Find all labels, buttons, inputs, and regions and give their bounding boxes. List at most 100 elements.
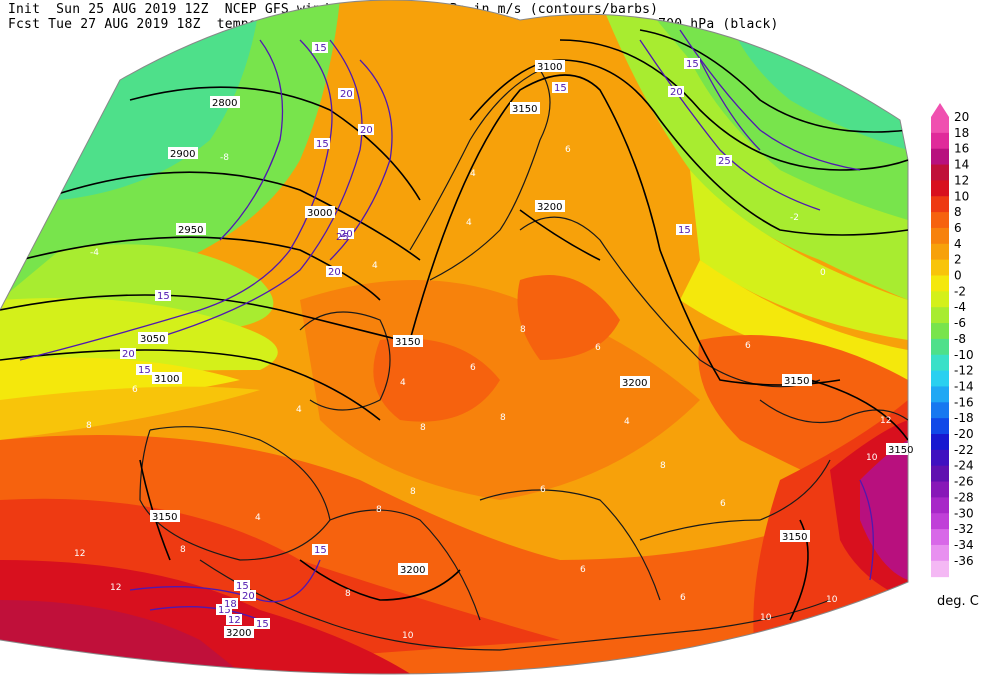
svg-text:25: 25 [336, 232, 349, 243]
colorbar-swatch [931, 481, 949, 498]
colorbar-level-label: 12 [954, 173, 969, 187]
svg-text:15: 15 [678, 225, 691, 236]
temp-label: 8 [86, 421, 92, 431]
wind-label: 15 [314, 138, 330, 150]
svg-text:12: 12 [228, 615, 241, 626]
colorbar-level-label: 10 [954, 189, 969, 203]
temp-label: 4 [470, 169, 476, 179]
svg-text:3050: 3050 [140, 334, 165, 345]
svg-text:15: 15 [138, 365, 151, 376]
svg-text:3150: 3150 [888, 445, 913, 456]
wind-label: 18 [222, 598, 238, 610]
temp-label: 4 [624, 417, 630, 427]
colorbar-level-label: -20 [954, 427, 974, 441]
height-label: 3150 [780, 530, 810, 543]
temp-label: 6 [470, 363, 476, 373]
colorbar-swatch [931, 117, 949, 134]
temp-label: 6 [132, 385, 138, 395]
height-label: 2900 [168, 147, 198, 160]
wind-label: 15 [155, 290, 171, 302]
colorbar-level-label: 14 [954, 158, 969, 172]
temp-label: 4 [400, 378, 406, 388]
svg-text:25: 25 [718, 156, 731, 167]
map-frame [0, 0, 909, 675]
temp-label: 8 [660, 461, 666, 471]
svg-text:15: 15 [218, 605, 231, 616]
temp-label: -8 [220, 153, 229, 163]
wind-label: 20 [668, 86, 684, 98]
svg-text:15: 15 [686, 59, 699, 70]
colorbar-swatch [931, 529, 949, 546]
height-label: 3200 [535, 200, 565, 213]
svg-text:2900: 2900 [170, 149, 195, 160]
svg-text:2800: 2800 [212, 98, 237, 109]
height-label: 3150 [886, 443, 913, 456]
svg-text:15: 15 [256, 619, 269, 630]
temp-label: 6 [595, 343, 601, 353]
colorbar-level-label: -2 [954, 284, 966, 298]
wind-label: 20 [358, 124, 374, 136]
temp-label: 4 [466, 218, 472, 228]
temp-label: 8 [345, 589, 351, 599]
colorbar-swatch [931, 449, 949, 467]
temp-label: 12 [110, 583, 121, 593]
svg-text:15: 15 [316, 139, 329, 150]
colorbar-level-label: -26 [954, 475, 974, 489]
svg-text:20: 20 [360, 125, 373, 136]
svg-text:15: 15 [236, 581, 249, 592]
svg-text:15: 15 [314, 43, 327, 54]
temp-label: 10 [402, 631, 414, 641]
colorbar-level-label: -8 [954, 332, 966, 346]
temp-label: 8 [520, 325, 526, 335]
svg-text:3150: 3150 [784, 376, 809, 387]
height-label: 2950 [176, 223, 206, 236]
colorbar-swatch [931, 164, 949, 181]
colorbar-level-label: -30 [954, 506, 974, 520]
colorbar-level-label: -6 [954, 316, 966, 330]
temp-label: 10 [866, 453, 878, 463]
temp-label: -2 [790, 213, 799, 223]
colorbar-swatch [931, 180, 949, 197]
wind-label: 15 [216, 604, 232, 616]
wind-label: 12 [226, 614, 242, 626]
svg-text:20: 20 [328, 267, 341, 278]
wind-label: 20 [326, 266, 342, 278]
temp-label: 10 [826, 595, 838, 605]
svg-text:3100: 3100 [154, 374, 179, 385]
wind-label: 15 [234, 580, 250, 592]
temp-label: 6 [565, 145, 571, 155]
temp-label: 12 [74, 549, 85, 559]
svg-text:20: 20 [340, 229, 353, 240]
wind-label: 20 [338, 88, 354, 100]
svg-text:15: 15 [314, 545, 327, 556]
colorbar-level-label: 16 [954, 142, 969, 156]
temp-label: 6 [580, 565, 586, 575]
temp-label: 6 [680, 593, 686, 603]
height-label: 3200 [620, 376, 650, 389]
colorbar-level-label: 18 [954, 126, 969, 140]
colorbar-level-label: -32 [954, 522, 974, 536]
height-label: 3100 [535, 60, 565, 73]
svg-text:3150: 3150 [512, 104, 537, 115]
colorbar-swatch [931, 402, 949, 419]
wind-label: 15 [684, 58, 700, 70]
colorbar-swatch [931, 386, 949, 403]
colorbar-level-label: 0 [954, 269, 962, 283]
temp-label: 8 [410, 487, 416, 497]
colorbar-swatch [931, 259, 949, 276]
height-label: 3200 [224, 626, 254, 639]
svg-text:3200: 3200 [622, 378, 647, 389]
colorbar-swatch [931, 132, 949, 150]
colorbar-swatch [931, 323, 949, 340]
wind-label: 20 [240, 590, 256, 602]
temp-label: 8 [180, 545, 186, 555]
colorbar-level-label: -10 [954, 348, 974, 362]
colorbar-swatch [931, 465, 949, 483]
svg-text:15: 15 [157, 291, 170, 302]
colorbar-level-label: -14 [954, 379, 974, 393]
height-label: 3150 [393, 335, 423, 348]
temperature-labels: -8 -4 -2 4 4 4 6 6 8 6 8 6 4 8 8 6 4 6 4… [74, 145, 891, 641]
height-label: 3150 [782, 374, 812, 387]
colorbar-level-label: 8 [954, 205, 962, 219]
